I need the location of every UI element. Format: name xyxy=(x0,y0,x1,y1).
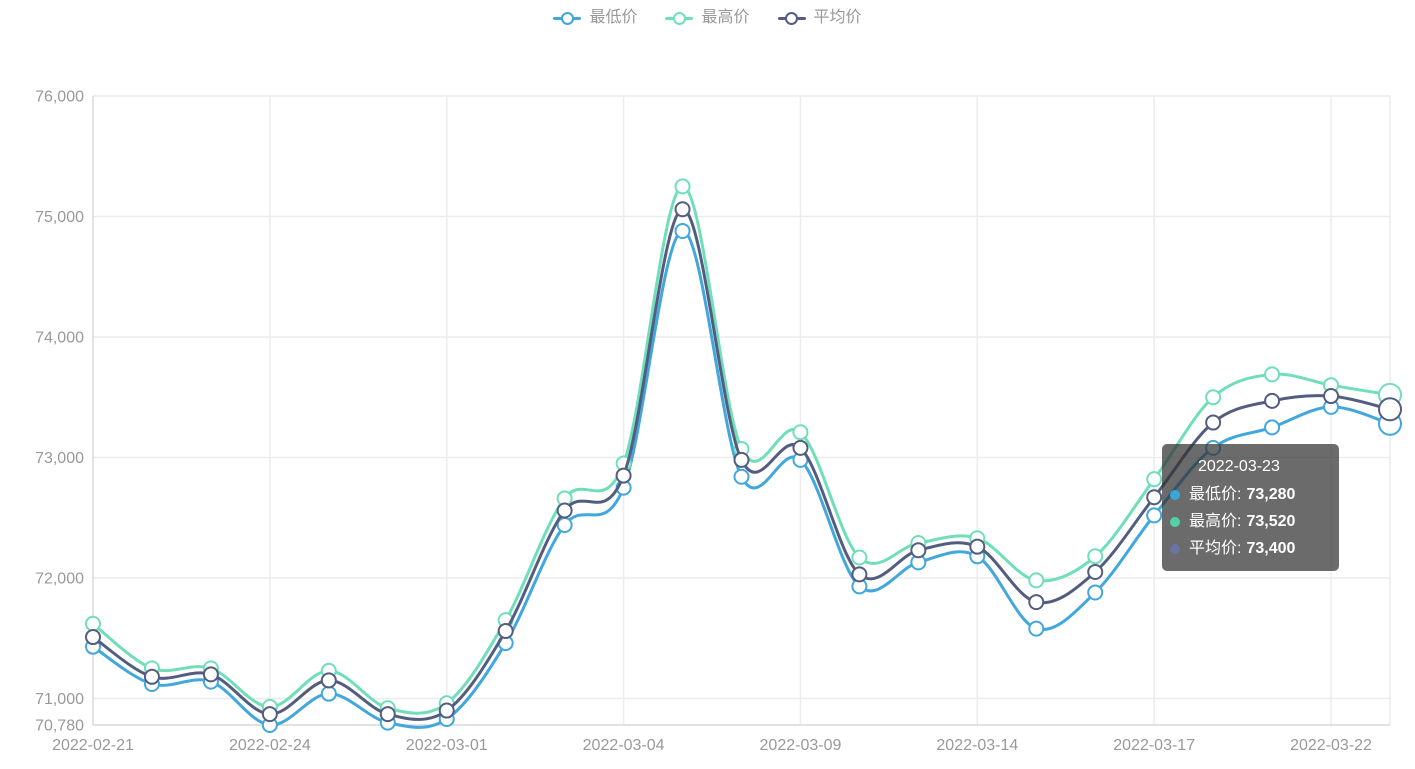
data-point-min-price[interactable] xyxy=(1264,419,1281,436)
data-point-max-price[interactable] xyxy=(85,615,101,632)
data-point-min-price[interactable] xyxy=(320,685,337,702)
data-point-avg-price[interactable] xyxy=(733,451,750,468)
data-point-avg-price[interactable] xyxy=(969,538,986,555)
data-point-max-price[interactable] xyxy=(851,549,868,566)
data-point-avg-price[interactable] xyxy=(674,201,691,218)
y-axis-label: 70,780 xyxy=(35,718,84,735)
x-axis-label: 2022-02-24 xyxy=(229,737,311,754)
legend-label: 平均价 xyxy=(813,9,862,26)
x-axis-label: 2022-03-01 xyxy=(406,737,488,754)
data-point-avg-price[interactable] xyxy=(851,566,868,583)
x-axis-label: 2022-03-14 xyxy=(936,737,1018,754)
x-axis-label: 2022-03-22 xyxy=(1290,737,1372,754)
data-point-avg-price[interactable] xyxy=(143,668,160,685)
data-point-avg-price[interactable] xyxy=(1087,563,1104,580)
y-axis-label: 75,000 xyxy=(35,209,84,226)
data-point-min-price[interactable] xyxy=(1146,507,1163,524)
data-point-avg-price[interactable] xyxy=(438,702,455,719)
data-point-avg-price[interactable] xyxy=(1146,489,1163,506)
line-circle-marker-icon xyxy=(553,11,582,25)
data-point-max-price[interactable] xyxy=(1087,548,1104,565)
data-point-max-price[interactable] xyxy=(792,424,809,441)
x-axis-label: 2022-03-17 xyxy=(1113,737,1195,754)
y-axis-label: 72,000 xyxy=(35,570,84,587)
legend-item-avg-price[interactable]: 平均价 xyxy=(777,9,862,26)
data-point-max-price[interactable] xyxy=(1028,572,1045,589)
data-point-avg-price[interactable] xyxy=(202,666,219,683)
data-point-avg-price[interactable] xyxy=(1028,594,1045,611)
data-point-avg-price[interactable] xyxy=(556,502,573,519)
data-point-min-price[interactable] xyxy=(1205,439,1222,456)
line-circle-marker-icon xyxy=(665,11,694,25)
x-axis-label: 2022-03-09 xyxy=(760,737,842,754)
data-point-max-price[interactable] xyxy=(1146,471,1163,488)
x-axis-label: 2022-03-04 xyxy=(583,737,665,754)
data-point-max-price[interactable] xyxy=(1264,366,1281,383)
data-point-avg-price[interactable] xyxy=(792,439,809,456)
y-axis-label: 74,000 xyxy=(35,329,84,346)
data-point-max-price[interactable] xyxy=(1205,389,1222,406)
y-axis-label: 76,000 xyxy=(35,89,84,106)
data-point-avg-price[interactable] xyxy=(497,623,514,640)
y-axis-label: 73,000 xyxy=(35,450,84,467)
data-point-min-price[interactable] xyxy=(1087,584,1104,601)
chart-legend: 最低价 最高价 平均价 xyxy=(0,10,1415,26)
legend-item-max-price[interactable]: 最高价 xyxy=(665,9,750,26)
data-point-avg-price[interactable] xyxy=(1378,397,1402,422)
legend-label: 最高价 xyxy=(701,9,750,26)
data-point-avg-price[interactable] xyxy=(1205,414,1222,431)
data-point-min-price[interactable] xyxy=(733,468,750,485)
data-point-avg-price[interactable] xyxy=(85,629,101,646)
data-point-max-price[interactable] xyxy=(674,178,691,195)
data-point-avg-price[interactable] xyxy=(615,467,632,484)
data-point-min-price[interactable] xyxy=(1028,620,1045,637)
data-point-avg-price[interactable] xyxy=(261,706,278,723)
data-point-avg-price[interactable] xyxy=(1323,388,1340,405)
data-point-avg-price[interactable] xyxy=(1264,392,1281,409)
data-point-avg-price[interactable] xyxy=(320,672,337,689)
line-circle-marker-icon xyxy=(777,11,806,25)
x-axis-label: 2022-02-21 xyxy=(52,737,134,754)
legend-item-min-price[interactable]: 最低价 xyxy=(553,10,637,26)
legend-label: 最低价 xyxy=(589,9,638,26)
y-axis-label: 71,000 xyxy=(35,691,84,708)
data-point-min-price[interactable] xyxy=(674,222,691,239)
data-point-avg-price[interactable] xyxy=(910,542,927,559)
data-point-avg-price[interactable] xyxy=(379,706,396,723)
